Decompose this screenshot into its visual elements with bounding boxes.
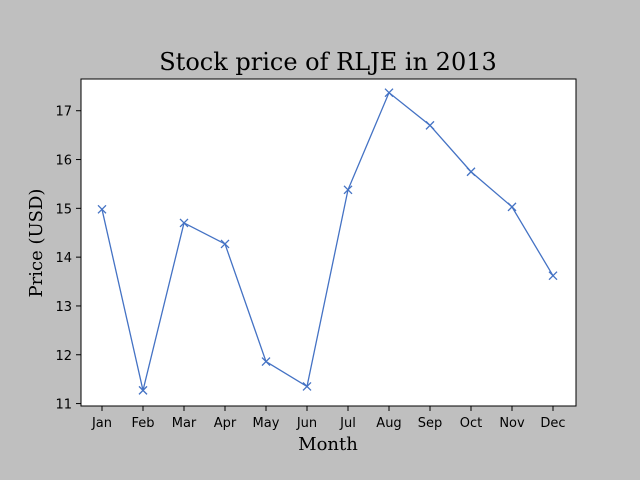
x-tick-label-jun: Jun (296, 416, 317, 431)
x-tick-label-mar: Mar (172, 416, 197, 431)
x-tick-label-oct: Oct (460, 416, 482, 431)
data-point-nov (507, 202, 517, 212)
x-axis-label: Month (298, 434, 358, 455)
y-tick-label-16: 16 (55, 154, 72, 169)
x-tick-label-jul: Jul (339, 416, 356, 431)
data-point-jun (302, 382, 312, 391)
x-axis: Jan Feb Mar Apr May Jun Jul Aug Sep Oct Nov Dec (91, 406, 566, 431)
x-tick-label-dec: Dec (540, 416, 565, 431)
data-point-feb (138, 385, 148, 395)
series-line (101, 91, 554, 391)
data-point-dec (548, 271, 558, 281)
y-tick-label-14: 14 (55, 251, 72, 266)
y-tick-label-15: 15 (55, 202, 72, 217)
y-axis-label: Price (USD) (26, 189, 47, 298)
data-point-apr (220, 239, 230, 249)
x-tick-label-nov: Nov (499, 416, 525, 431)
plot-area (80, 78, 577, 407)
data-point-jan (97, 204, 107, 214)
y-tick-label-11: 11 (55, 398, 72, 413)
data-point-may (261, 357, 271, 367)
x-tick-label-sep: Sep (418, 416, 443, 431)
x-tick-label-feb: Feb (131, 416, 154, 431)
price-series (97, 88, 558, 395)
y-tick-label-12: 12 (55, 349, 72, 364)
x-tick-label-jan: Jan (91, 416, 112, 431)
data-point-mar (179, 218, 189, 228)
data-point-oct (466, 167, 476, 177)
chart-title: Stock price of RLJE in 2013 (159, 48, 497, 76)
data-point-aug (384, 88, 394, 98)
y-tick-label-17: 17 (55, 105, 72, 120)
x-tick-label-aug: Aug (376, 416, 401, 431)
data-point-sep (425, 120, 435, 130)
x-tick-label-apr: Apr (214, 416, 237, 431)
y-tick-label-13: 13 (55, 300, 72, 315)
y-axis: 11 12 13 14 15 16 17 (55, 105, 81, 413)
x-tick-label-may: May (253, 416, 280, 431)
data-point-jul (343, 185, 353, 195)
